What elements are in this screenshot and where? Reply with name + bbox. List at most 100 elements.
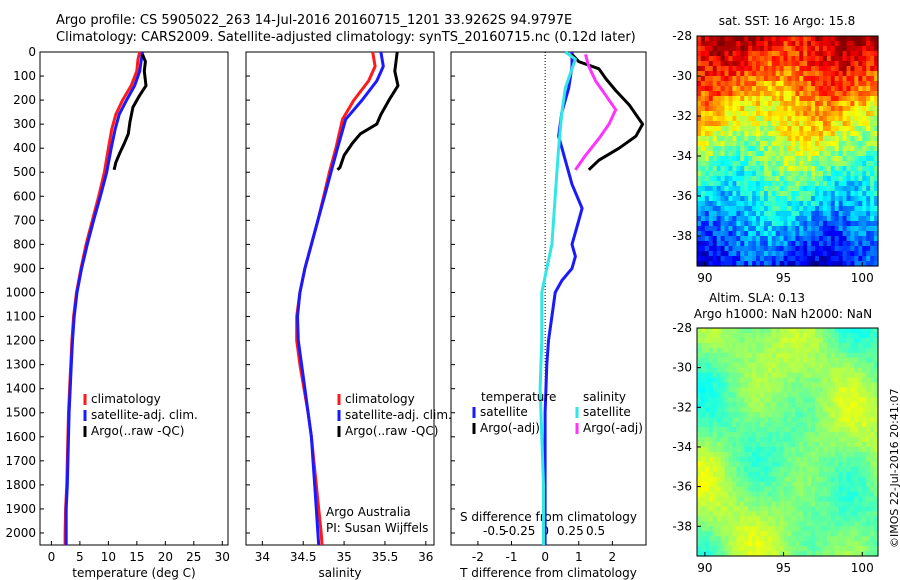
map-cell: [842, 451, 848, 458]
map-cell: [815, 417, 820, 423]
map-cell: [708, 81, 714, 87]
map-cell: [720, 427, 726, 433]
map-cell: [870, 131, 875, 137]
map-cell: [756, 181, 761, 187]
map-cell: [815, 546, 820, 552]
legend-label: Argo(..raw -QC): [345, 424, 438, 438]
map-cell: [838, 402, 844, 408]
map-cell: [834, 261, 840, 267]
map-cell: [795, 186, 800, 192]
map-cell: [736, 91, 741, 97]
map-cell: [752, 86, 757, 92]
map-cell: [815, 191, 820, 197]
map-cell: [799, 531, 804, 537]
map-cell: [799, 387, 804, 394]
map-cell: [815, 352, 820, 359]
map-cell: [826, 81, 832, 87]
map-cell: [771, 231, 777, 237]
map-cell: [815, 96, 820, 102]
map-cell: [850, 201, 855, 207]
map-cell: [756, 186, 761, 192]
map-cell: [866, 161, 871, 167]
map-cell: [744, 461, 749, 468]
map-cell: [826, 407, 832, 413]
map-cell: [826, 146, 832, 152]
map-cell: [815, 387, 820, 394]
map-cell: [700, 362, 706, 369]
map-cell: [830, 377, 836, 384]
top-axis-label: S difference from climatology: [460, 510, 637, 524]
map-cell: [736, 486, 741, 493]
map-cell: [748, 66, 753, 72]
map-cell: [874, 71, 879, 77]
map-cell: [740, 372, 745, 379]
map-cell: [834, 521, 840, 527]
map-cell: [850, 432, 855, 438]
map-cell: [708, 126, 714, 132]
map-cell: [866, 496, 871, 503]
map-cell: [740, 526, 745, 532]
map-cell: [838, 76, 844, 82]
map-cell: [759, 511, 765, 517]
map-cell: [854, 226, 859, 232]
map-cell: [724, 51, 730, 57]
map-cell: [771, 516, 777, 522]
map-cell: [756, 66, 761, 72]
map-cell: [807, 136, 812, 142]
map-cell: [748, 261, 753, 267]
map-cell: [858, 402, 863, 408]
map-cell: [724, 357, 730, 364]
map-cell: [720, 531, 726, 537]
map-cell: [708, 392, 714, 398]
map-cell: [862, 66, 867, 72]
map-cell: [728, 357, 734, 364]
map-cell: [862, 81, 867, 87]
map-cell: [756, 506, 761, 512]
map-cell: [803, 451, 808, 458]
map-cell: [795, 407, 800, 413]
map-cell: [874, 541, 879, 547]
map-cell: [795, 551, 800, 557]
map-cell: [830, 526, 836, 532]
map-cell: [807, 41, 812, 47]
map-cell: [756, 236, 761, 242]
map-cell: [811, 397, 816, 403]
map-cell: [740, 402, 745, 408]
map-cell: [834, 151, 840, 157]
map-cell: [763, 486, 769, 493]
map-cell: [811, 126, 816, 132]
map-cell: [858, 156, 863, 162]
map-cell: [779, 66, 785, 72]
map-cell: [818, 476, 824, 483]
map-cell: [756, 211, 761, 217]
map-cell: [756, 536, 761, 542]
map-cell: [866, 131, 871, 137]
map-cell: [826, 427, 832, 433]
map-cell: [708, 176, 714, 182]
map-cell: [826, 151, 832, 157]
map-cell: [822, 66, 828, 72]
map-cell: [708, 46, 714, 52]
map-cell: [846, 166, 852, 172]
map-cell: [854, 241, 859, 247]
map-cell: [834, 106, 840, 112]
map-cell: [736, 332, 741, 339]
map-cell: [783, 186, 789, 192]
map-cell: [783, 357, 789, 364]
map-cell: [818, 392, 824, 398]
map-cell: [700, 332, 706, 339]
map-cell: [874, 382, 879, 389]
map-cell: [736, 261, 741, 267]
map-cell: [791, 521, 796, 527]
map-cell: [822, 186, 828, 192]
map-cell: [697, 541, 702, 547]
map-cell: [704, 536, 710, 542]
map-cell: [826, 451, 832, 458]
map-cell: [803, 61, 808, 67]
map-cell: [846, 387, 852, 394]
map-cell: [752, 46, 757, 52]
map-cell: [748, 226, 753, 232]
map-cell: [783, 256, 789, 262]
map-cell: [728, 231, 734, 237]
map-cell: [874, 516, 879, 522]
